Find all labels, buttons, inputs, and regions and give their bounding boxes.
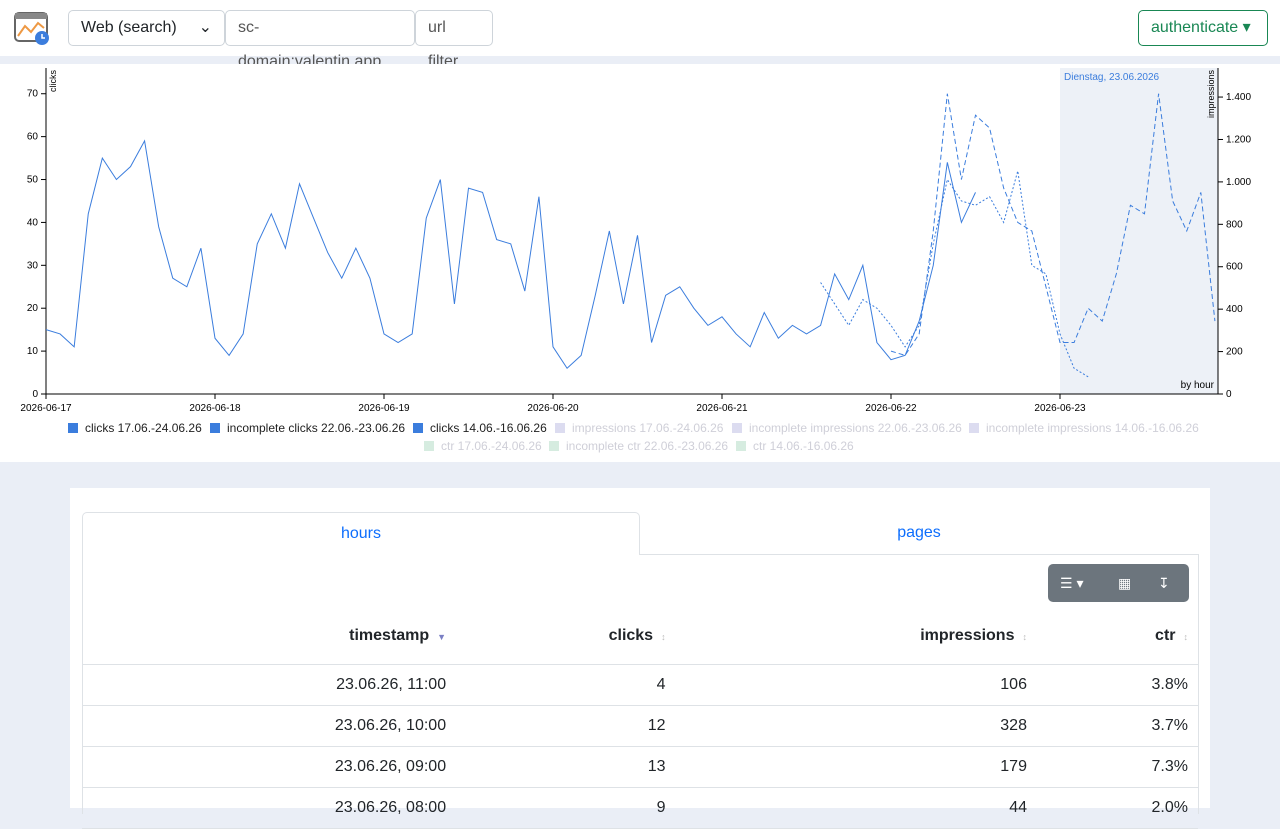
- legend-label: incomplete impressions 22.06.-23.06.26: [749, 421, 962, 435]
- highlight-label: Dienstag, 23.06.2026: [1064, 72, 1160, 83]
- table-cell: 44: [675, 787, 1037, 829]
- table-cell: 23.06.26, 09:00: [82, 746, 457, 788]
- legend-label: clicks 14.06.-16.06.26: [430, 421, 547, 435]
- y2-tick-label: 600: [1226, 262, 1243, 273]
- column-header[interactable]: clicks ↕: [456, 608, 676, 665]
- auth-button[interactable]: authenticate ▾: [1138, 10, 1268, 46]
- y-tick-label: 70: [27, 89, 39, 100]
- table-row: 23.06.26, 08:00 9 44 2.0%: [82, 787, 1198, 829]
- y2-tick-label: 1.200: [1226, 134, 1251, 145]
- table-cell: 106: [675, 664, 1037, 706]
- sort-icon[interactable]: ↕: [1022, 632, 1027, 642]
- legend-swatch: [549, 441, 559, 451]
- download-icon[interactable]: ↧: [1158, 575, 1170, 591]
- legend-label: impressions 17.06.-24.06.26: [572, 421, 724, 435]
- highlight-band: [1060, 68, 1218, 394]
- y-tick-label: 60: [27, 132, 39, 143]
- column-header[interactable]: ctr ↕: [1036, 608, 1198, 665]
- legend-swatch: [210, 423, 220, 433]
- legend-swatch: [555, 423, 565, 433]
- search-type-select[interactable]: Web (search) ⌄: [68, 10, 225, 46]
- domain-input[interactable]: sc-domain:valentin.app: [225, 10, 415, 70]
- table-cell: 3.8%: [1036, 664, 1198, 706]
- logo[interactable]: [14, 12, 50, 46]
- y2-tick-label: 400: [1226, 304, 1243, 315]
- x-tick-label: 2026-06-17: [20, 403, 72, 414]
- legend-swatch: [969, 423, 979, 433]
- toolbar: Web (search) ⌄ sc-domain:valentin.app url…: [0, 0, 1280, 70]
- column-header[interactable]: impressions ↕: [675, 608, 1037, 665]
- legend-swatch: [736, 441, 746, 451]
- series-line: [45, 139, 976, 370]
- card: hours pages ☰ ▾ ▦ ↧ timestamp ▼ clicks ↕ impre…: [70, 488, 1210, 829]
- table-cell: 13: [456, 746, 676, 788]
- x-tick-label: 2026-06-19: [358, 403, 410, 414]
- table-row: 23.06.26, 10:00 12 328 3.7%: [82, 705, 1198, 747]
- auth-text: authenticate: [1151, 19, 1239, 36]
- y-tick-label: 20: [27, 303, 39, 314]
- y2-tick-label: 0: [1226, 389, 1232, 400]
- tab[interactable]: hours: [82, 512, 640, 555]
- column-header[interactable]: timestamp ▼: [82, 608, 457, 665]
- x-tick-label: 2026-06-21: [696, 403, 748, 414]
- y-tick-label: 40: [27, 217, 39, 228]
- legend-label: incomplete ctr 22.06.-23.06.26: [566, 439, 728, 453]
- table-cell: 23.06.26, 11:00: [82, 664, 457, 706]
- header-row: timestamp ▼ clicks ↕ impressions ↕ ctr ↕: [82, 608, 1198, 665]
- table-row: 23.06.26, 11:00 4 106 3.8%: [82, 664, 1198, 706]
- y2-tick-label: 1.000: [1226, 177, 1251, 188]
- series-line: [890, 93, 1216, 356]
- table-cell: 23.06.26, 08:00: [82, 787, 457, 829]
- tab[interactable]: pages: [640, 512, 1198, 555]
- calc-icon[interactable]: ▦: [1118, 575, 1132, 591]
- table: timestamp ▼ clicks ↕ impressions ↕ ctr ↕ 23.06.2…: [82, 608, 1198, 829]
- x-tick-label: 2026-06-18: [189, 403, 241, 414]
- table-cell: 23.06.26, 10:00: [82, 705, 457, 747]
- table-cell: 328: [675, 705, 1037, 747]
- x-tick-label: 2026-06-23: [1034, 403, 1086, 414]
- y-tick-label: 50: [27, 175, 39, 186]
- table-cell: 7.3%: [1036, 746, 1198, 788]
- legend-label: incomplete clicks 22.06.-23.06.26: [227, 421, 405, 435]
- sort-icon[interactable]: ↕: [1183, 632, 1189, 642]
- table-cell: 179: [675, 746, 1037, 788]
- table-cell: 9: [456, 787, 676, 829]
- chevron: ⌄: [198, 19, 212, 36]
- x-tick-label: 2026-06-20: [527, 403, 579, 414]
- series-line: [820, 170, 1089, 378]
- table-cell: 3.7%: [1036, 705, 1198, 747]
- y-axis-label: clicks: [48, 70, 58, 92]
- table-row: 23.06.26, 09:00 13 179 7.3%: [82, 746, 1198, 788]
- y-tick-label: 10: [27, 346, 39, 357]
- annotation: by hour: [1181, 380, 1215, 391]
- legend-swatch: [68, 423, 78, 433]
- sort-icon[interactable]: ↕: [661, 632, 666, 642]
- legend-swatch: [732, 423, 742, 433]
- y2-tick-label: 200: [1226, 347, 1243, 358]
- url-filter-input[interactable]: url filter: [415, 10, 493, 70]
- legend-swatch: [424, 441, 434, 451]
- legend-label: clicks 17.06.-24.06.26: [85, 421, 202, 435]
- columns-icon[interactable]: ☰ ▾: [1060, 575, 1084, 591]
- legend-swatch: [413, 423, 423, 433]
- legend-label: ctr 17.06.-24.06.26: [441, 439, 542, 453]
- sort-icon[interactable]: ▼: [437, 632, 447, 642]
- y-tick-label: 0: [32, 389, 38, 400]
- legend-label: ctr 14.06.-16.06.26: [753, 439, 854, 453]
- table-cell: 2.0%: [1036, 787, 1198, 829]
- y2-tick-label: 800: [1226, 219, 1243, 230]
- legend-label: incomplete impressions 14.06.-16.06.26: [986, 421, 1199, 435]
- table-cell: 12: [456, 705, 676, 747]
- table-cell: 4: [456, 664, 676, 706]
- table-tools[interactable]: ☰ ▾ ▦ ↧: [1048, 564, 1189, 602]
- chart: Dienstag, 23.06.2026 by hour clicks impress…: [0, 64, 1280, 462]
- select-text: Web (search): [81, 19, 177, 36]
- y2-axis-label: impressions: [1206, 70, 1216, 119]
- x-tick-label: 2026-06-22: [865, 403, 917, 414]
- y-tick-label: 30: [27, 260, 39, 271]
- y2-tick-label: 1.400: [1226, 92, 1251, 103]
